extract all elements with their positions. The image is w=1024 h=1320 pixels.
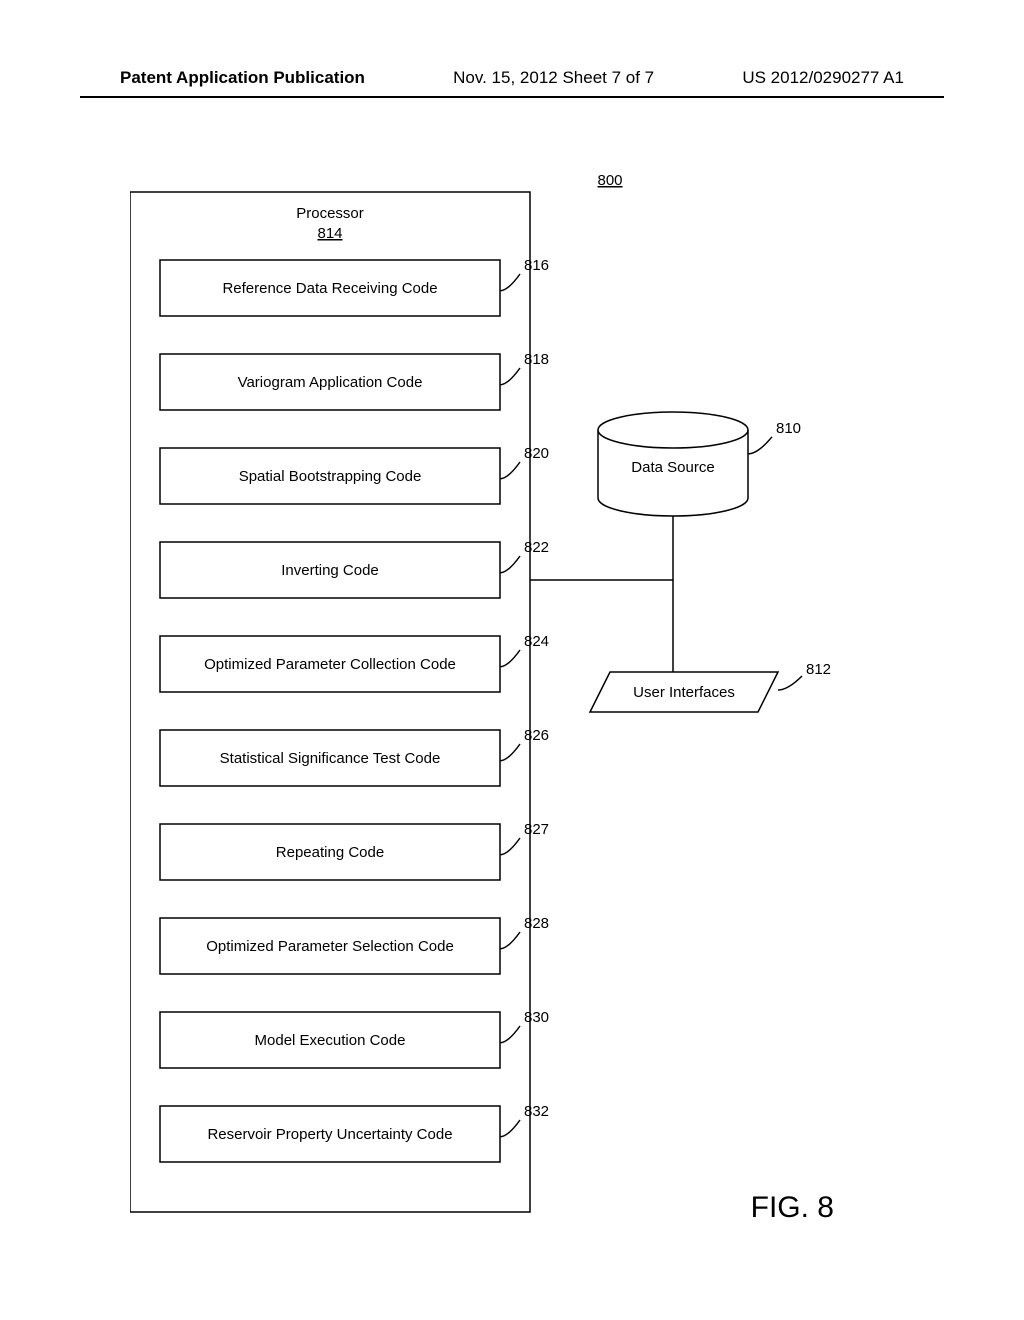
code-box-label: Statistical Significance Test Code: [220, 750, 441, 767]
ref-leader: [500, 368, 520, 385]
ref-leader: [500, 932, 520, 949]
ref-leader: [500, 1026, 520, 1043]
diagram: 800 Processor 814 Reference Data Receiving …: [130, 170, 900, 1230]
code-box-label: Optimized Parameter Selection Code: [206, 938, 454, 955]
ref-leader: [500, 650, 520, 667]
user-interfaces-label: User Interfaces: [633, 684, 735, 701]
code-box-ref: 827: [524, 821, 549, 838]
ref-leader: [500, 744, 520, 761]
header-right: US 2012/0290277 A1: [742, 68, 904, 88]
code-box-label: Inverting Code: [281, 562, 379, 579]
processor-ref: 814: [317, 225, 342, 242]
code-box-ref: 820: [524, 445, 549, 462]
code-box-label: Variogram Application Code: [238, 374, 423, 391]
code-box-ref: 818: [524, 351, 549, 368]
ref-leader: [500, 1120, 520, 1137]
data-source-top: [598, 412, 748, 448]
ref-leader: [500, 462, 520, 479]
code-box-ref: 826: [524, 727, 549, 744]
page-header: Patent Application Publication Nov. 15, …: [0, 68, 1024, 88]
ref-leader: [748, 437, 772, 454]
code-box-ref: 830: [524, 1009, 549, 1026]
data-source-ref: 810: [776, 420, 801, 437]
code-box-ref: 824: [524, 633, 549, 650]
code-box-label: Optimized Parameter Collection Code: [204, 656, 456, 673]
code-box-label: Reservoir Property Uncertainty Code: [207, 1126, 452, 1143]
ref-leader: [500, 556, 520, 573]
ref-leader: [500, 838, 520, 855]
data-source-label: Data Source: [631, 459, 714, 476]
connector: [530, 516, 673, 580]
code-box-label: Model Execution Code: [255, 1032, 406, 1049]
code-box-label: Spatial Bootstrapping Code: [239, 468, 422, 485]
code-box-ref: 816: [524, 257, 549, 274]
code-box-label: Reference Data Receiving Code: [222, 280, 437, 297]
ref-leader: [500, 274, 520, 291]
code-box-ref: 822: [524, 539, 549, 556]
ref-800: 800: [597, 172, 622, 189]
code-box-ref: 832: [524, 1103, 549, 1120]
header-rule: [80, 96, 944, 98]
figure-label: FIG. 8: [751, 1191, 834, 1225]
header-middle: Nov. 15, 2012 Sheet 7 of 7: [453, 68, 654, 88]
ref-leader: [778, 676, 802, 690]
processor-box: [130, 192, 530, 1212]
user-interfaces-ref: 812: [806, 661, 831, 678]
code-box-ref: 828: [524, 915, 549, 932]
processor-title: Processor: [296, 205, 364, 222]
header-left: Patent Application Publication: [120, 68, 365, 88]
code-box-label: Repeating Code: [276, 844, 384, 861]
